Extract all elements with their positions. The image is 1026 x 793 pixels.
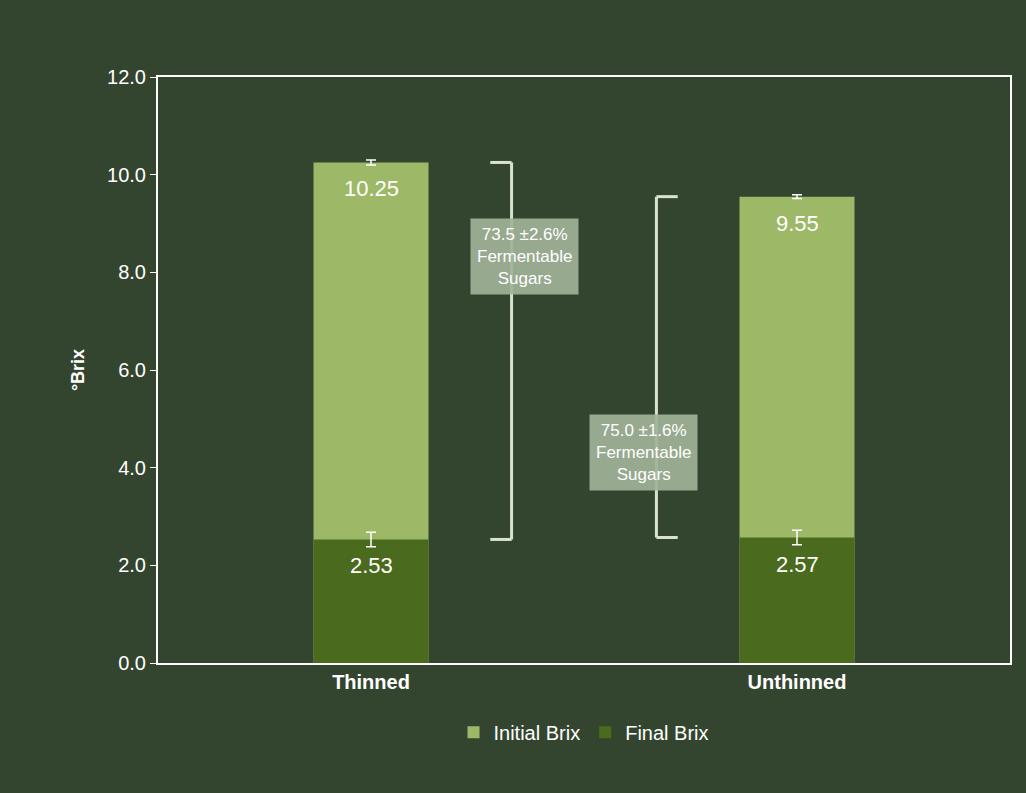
svg-text:10.0: 10.0 [107,164,146,186]
svg-text:8.0: 8.0 [118,261,146,283]
svg-text:4.0: 4.0 [118,457,146,479]
svg-text:2.57: 2.57 [776,552,819,577]
svg-text:9.55: 9.55 [776,211,819,236]
svg-text:75.0 ±1.6%FermentableSugars: 75.0 ±1.6%FermentableSugars [596,421,691,484]
svg-text:0.0: 0.0 [118,652,146,674]
svg-text:2.53: 2.53 [350,553,393,578]
svg-text:Unthinned: Unthinned [748,671,847,693]
svg-text:6.0: 6.0 [118,359,146,381]
svg-text:2.0: 2.0 [118,554,146,576]
svg-text:73.5 ±2.6%FermentableSugars: 73.5 ±2.6%FermentableSugars [477,225,572,288]
svg-text:Thinned: Thinned [332,671,410,693]
svg-text:Final Brix: Final Brix [625,722,708,744]
svg-text:12.0: 12.0 [107,66,146,88]
svg-text:10.25: 10.25 [344,176,399,201]
svg-text:°Brix: °Brix [68,349,88,391]
svg-text:Initial Brix: Initial Brix [494,722,581,744]
